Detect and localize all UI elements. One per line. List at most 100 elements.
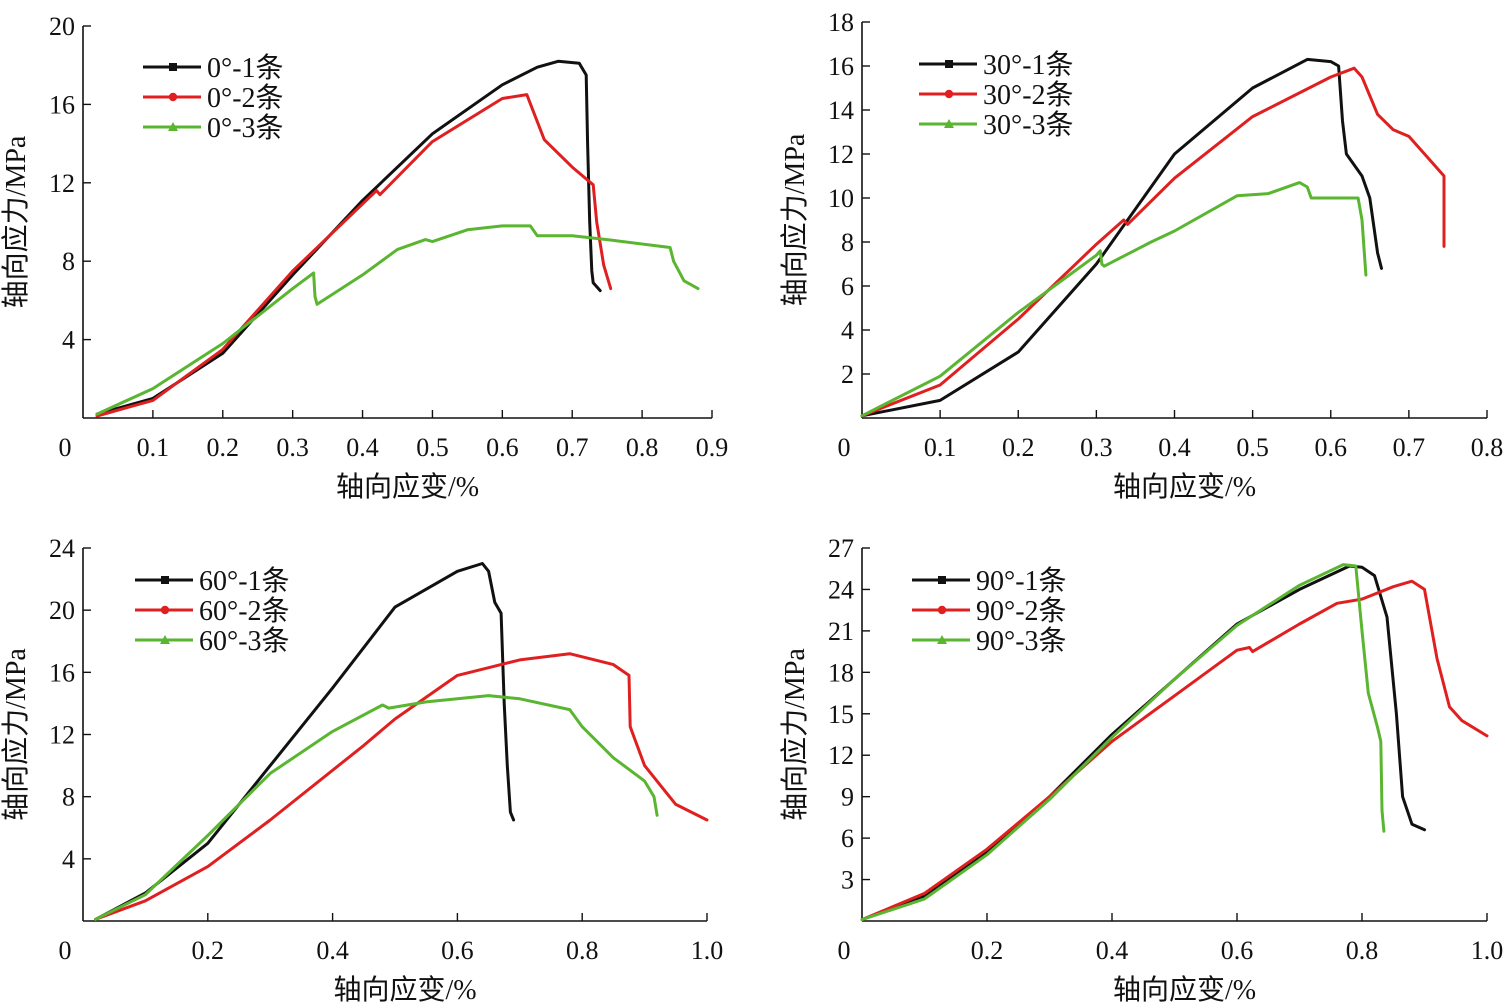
y-tick-label: 16 [828,52,854,81]
x-tick-label: 0.6 [1315,433,1348,462]
legend-entry-2: 0°-2条 [143,82,284,114]
x-tick-label: 0.4 [1096,936,1129,965]
x-tick-label: 0.9 [696,433,729,462]
legend-marker [944,119,954,128]
y-tick-label: 27 [828,534,854,563]
legend-marker [168,92,178,102]
x-tick-label: 0.2 [192,936,225,965]
y-tick-label: 6 [841,272,854,301]
series-line-2 [860,66,1446,418]
y-tick-label: 4 [841,316,854,345]
y-tick-label: 10 [828,184,854,213]
x-axis-label: 轴向应变/% [336,471,479,503]
y-tick-label: 20 [49,12,75,41]
x-tick-label: 0.4 [1158,433,1191,462]
y-tick-label: 15 [828,700,854,729]
y-tick-label: 6 [841,824,854,853]
y-tick-label: 12 [828,140,854,169]
legend-label: 30°-3条 [983,109,1074,141]
series-line-3 [95,224,700,416]
legend-label: 30°-1条 [983,49,1074,81]
x-tick-label: 0.3 [276,433,309,462]
x-tick-label: 0.1 [924,433,957,462]
legend-entry-1: 60°-1条 [135,565,290,597]
y-tick-label: 4 [62,326,75,355]
legend-entry-1: 30°-1条 [919,49,1074,81]
series-line-1 [94,562,516,921]
y-tick-label: 24 [49,534,75,563]
legend-label: 90°-2条 [976,595,1067,627]
x-tick-label: 0.7 [556,433,589,462]
legend-entry-1: 0°-1条 [143,52,284,84]
x-tick-label: 0.5 [1236,433,1269,462]
x-tick-label: 0.8 [1471,433,1504,462]
x-tick-label: 0.8 [566,936,599,965]
y-tick-label: 12 [49,169,75,198]
legend-marker [169,63,177,71]
legend-label: 0°-2条 [207,82,284,114]
x-axis-label: 轴向应变/% [333,974,476,1006]
series-line-2 [95,93,613,418]
x-tick-label: 0.2 [971,936,1004,965]
y-tick-label: 3 [841,866,854,895]
chart-panel-4: 0 0.2 0.4 0.6 0.8 1.0 3 6 9 12 15 18 21 24 27 轴向应变/% 轴向应… [779,534,1503,1006]
x-tick-label: 1.0 [1471,936,1504,965]
y-tick-label: 16 [49,658,75,687]
legend-marker [937,605,947,615]
series-line-2 [860,579,1489,922]
x-tick-label: 0.8 [626,433,659,462]
legend-marker [161,576,169,584]
legend-marker [160,635,170,644]
legend-label: 0°-3条 [207,112,284,144]
x-tick-label: 0.8 [1346,936,1379,965]
chart-panel-2: 0 0.1 0.2 0.3 0.4 0.5 0.6 0.7 0.8 2 4 6 8 10 12 14 16 18 轴… [779,8,1503,503]
legend-entry-3: 0°-3条 [143,112,284,144]
y-tick-label: 18 [828,8,854,37]
chart-panel-1: 0 0.1 0.2 0.3 0.4 0.5 0.6 0.7 0.8 0.9 4 8 12 16 20 轴向应变… [0,12,728,503]
y-tick-label: 16 [49,90,75,119]
series-line-3 [860,181,1368,418]
legend-entry-3: 90°-3条 [912,625,1067,657]
legend-entry-2: 90°-2条 [912,595,1067,627]
x-tick-label: 0 [59,936,72,965]
y-tick-label: 2 [841,360,854,389]
legend-entry-3: 60°-3条 [135,625,290,657]
legend-entry-2: 30°-2条 [919,79,1074,111]
x-tick-label: 0.2 [207,433,240,462]
x-tick-label: 0.6 [486,433,519,462]
y-axis-label: 轴向应力/MPa [0,135,32,308]
y-tick-label: 24 [828,575,854,604]
x-tick-label: 0 [838,936,851,965]
y-axis-label: 轴向应力/MPa [779,133,811,306]
legend-label: 90°-3条 [976,625,1067,657]
legend-marker [945,60,953,68]
legend-label: 30°-2条 [983,79,1074,111]
x-tick-label: 0.7 [1393,433,1426,462]
legend-label: 60°-2条 [199,595,290,627]
y-tick-label: 12 [828,741,854,770]
y-tick-label: 14 [828,96,854,125]
x-tick-label: 0.3 [1080,433,1113,462]
y-tick-label: 8 [841,228,854,257]
x-axis-label: 轴向应变/% [1113,471,1256,503]
y-tick-label: 8 [62,783,75,812]
y-tick-label: 12 [49,721,75,750]
x-tick-label: 0 [838,433,851,462]
series-line-3 [94,694,659,921]
chart-panel-3: 0 0.2 0.4 0.6 0.8 1.0 4 8 12 16 20 24 轴向应变/% 轴向应力/MPa… [0,534,723,1006]
y-tick-label: 18 [828,658,854,687]
series-line-1 [860,57,1383,418]
series-line-1 [860,564,1426,922]
legend-marker [168,122,178,131]
legend-marker [937,635,947,644]
y-axis-label: 轴向应力/MPa [779,648,811,821]
y-tick-label: 4 [62,845,75,874]
series-line-2 [94,652,709,921]
legend-marker [938,576,946,584]
y-axis-label: 轴向应力/MPa [0,648,32,821]
series-line-3 [860,563,1386,922]
x-tick-label: 0.4 [346,433,379,462]
legend-label: 0°-1条 [207,52,284,84]
y-tick-label: 9 [841,783,854,812]
